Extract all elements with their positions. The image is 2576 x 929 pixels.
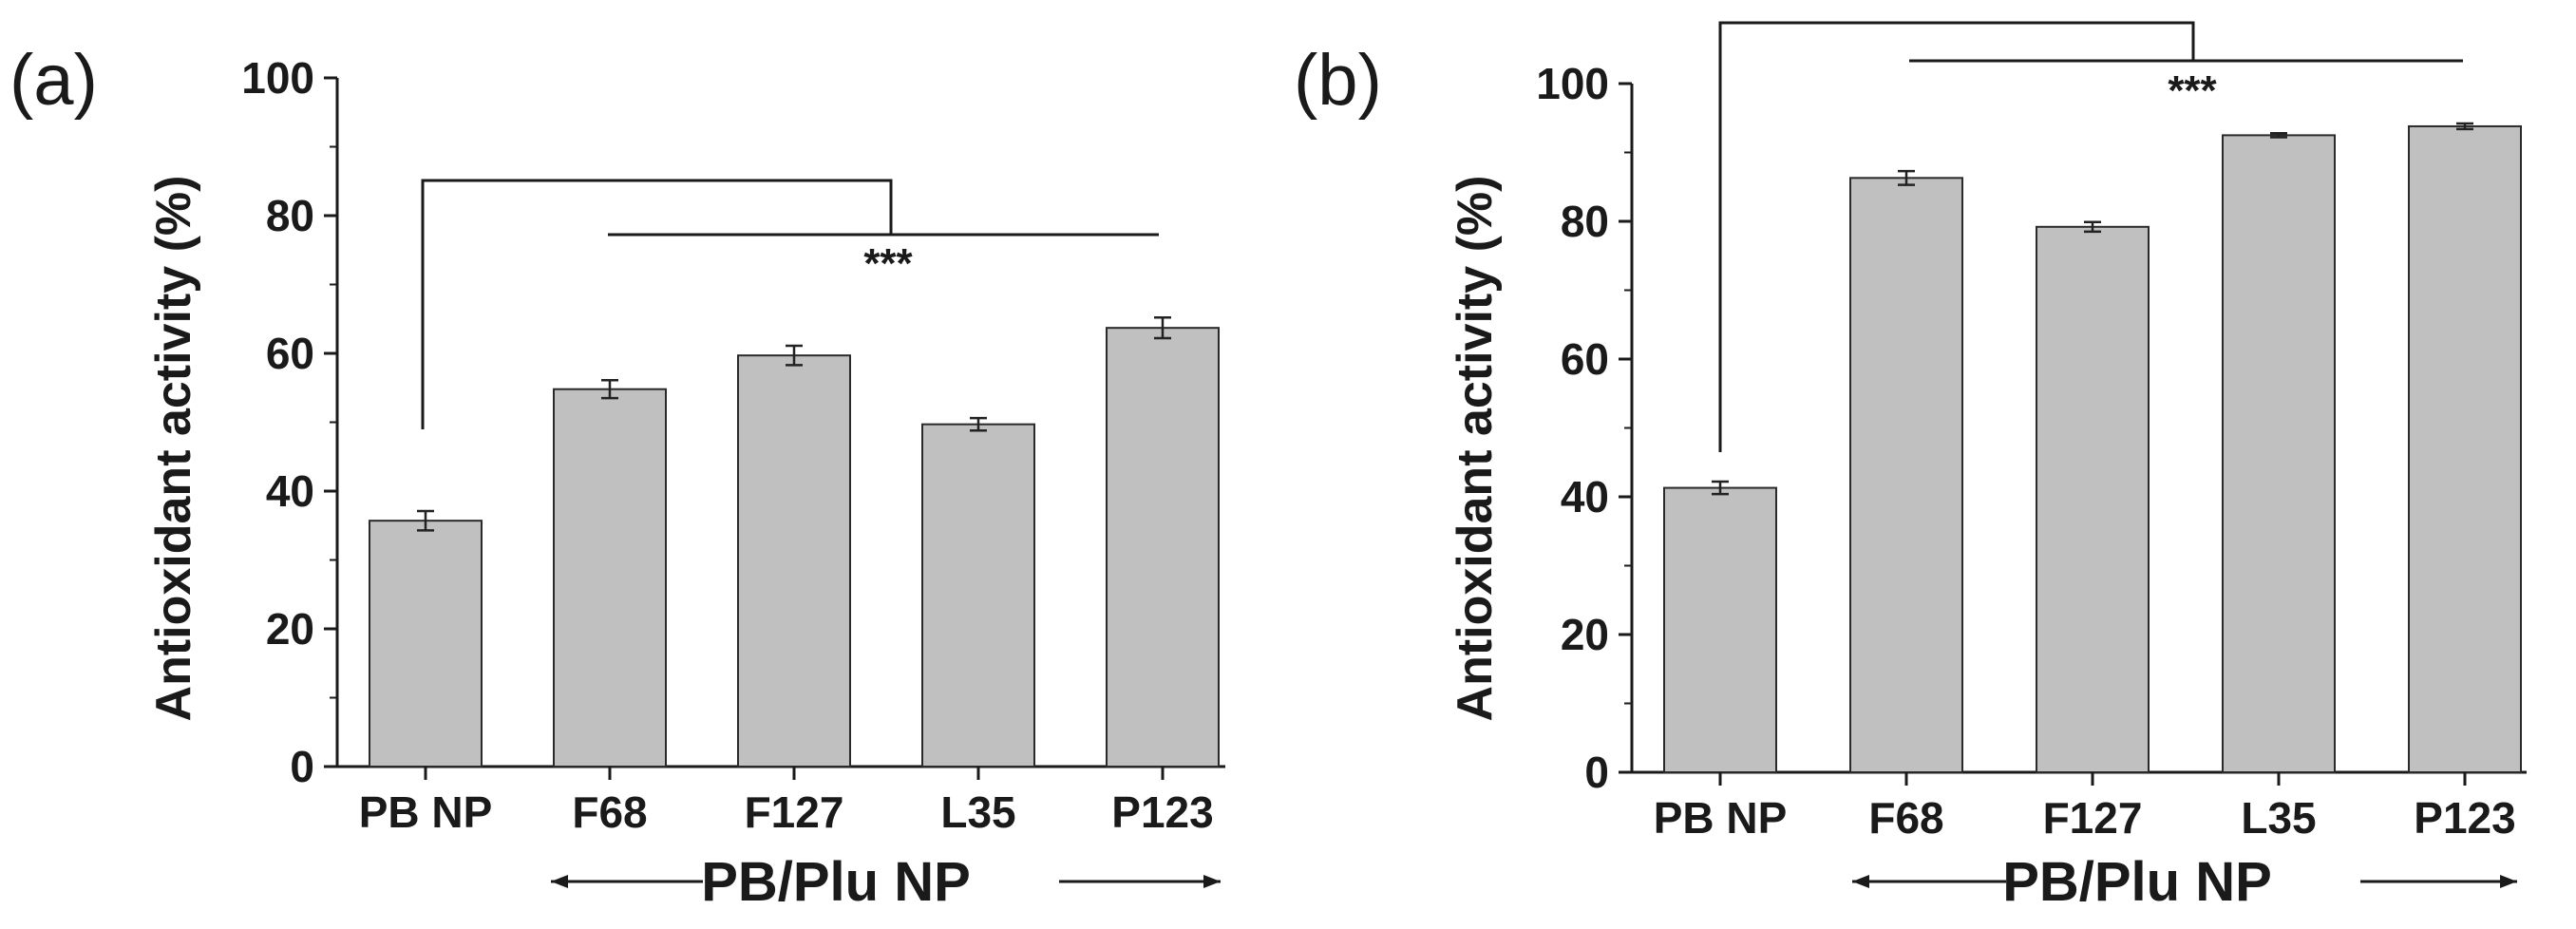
- panel-b-significance-marker: ***: [2168, 67, 2217, 114]
- panel-b-significance-bracket: [1718, 21, 2195, 452]
- panel-b-category-label: L35: [2241, 793, 2316, 843]
- panel-a-bar: [1106, 327, 1220, 768]
- panel-b-bar: [1849, 177, 1963, 773]
- panel-a-bar: [369, 520, 483, 768]
- panel-a-y-tick-label: 100: [241, 53, 314, 103]
- panel-b-y-tick-label: 60: [1561, 334, 1609, 384]
- panel-a-significance-marker: ***: [863, 240, 913, 287]
- panel-b-category-label: PB NP: [1654, 793, 1788, 843]
- panel-a-plot-area: 0 20 40 60 80 100 PB NP F68 F127 L35 P123 ***: [241, 53, 1225, 837]
- panel-b-y-tick-label: 100: [1536, 59, 1609, 108]
- panel-b-y-tick-label: 40: [1561, 472, 1609, 521]
- panel-b-y-tick-label: 0: [1584, 748, 1609, 797]
- panel-a-category-label: P123: [1111, 787, 1213, 837]
- panel-b-category-label: F127: [2043, 793, 2143, 843]
- panel-b-bar: [2408, 124, 2522, 773]
- panel-a-category-label: L35: [940, 787, 1015, 837]
- panel-a-category-label: PB NP: [359, 787, 493, 837]
- panel-b-category-label: F68: [1868, 793, 1943, 843]
- panel-a-y-tick-label: 40: [266, 466, 314, 516]
- panel-a-category-label: F127: [745, 787, 844, 837]
- panel-b-category-label: P123: [2414, 793, 2515, 843]
- panel-a-y-tick-label: 60: [266, 329, 314, 378]
- panel-b-group-arrow-right: [2360, 875, 2517, 888]
- panel-a-bar: [921, 423, 1035, 768]
- panel-a-y-axis-title: Antioxidant activity (%): [146, 176, 201, 722]
- panel-b-group-arrow-left: [1852, 875, 2006, 888]
- panel-a-bar: [553, 388, 667, 768]
- panel-a-chart: (a) Antioxidant activity (%) PB/Plu NP 0…: [9, 40, 1225, 913]
- panel-b-group-label: PB/Plu NP: [2002, 851, 2272, 913]
- panel-a-group-label: PB/Plu NP: [701, 851, 971, 913]
- panel-a-y-tick-label: 20: [266, 604, 314, 654]
- panel-b-y-tick-label: 20: [1561, 610, 1609, 659]
- panel-b-bar: [2036, 225, 2150, 774]
- panel-b-plot-area: 0 20 40 60 80 100 PB NP F68 F127 L35 P123 ***: [1536, 21, 2527, 843]
- panel-b-chart: (b) Antioxidant activity (%) PB/Plu NP 0…: [1294, 21, 2527, 913]
- panel-a-group-arrow-left: [551, 875, 703, 888]
- panel-b-y-tick-label: 80: [1561, 197, 1609, 246]
- panel-a-y-tick-label: 80: [266, 191, 314, 240]
- panel-b-label: (b): [1294, 40, 1382, 121]
- panel-a-label: (a): [9, 40, 98, 121]
- panel-b-y-axis-title: Antioxidant activity (%): [1448, 176, 1503, 722]
- panel-b-bar: [1663, 486, 1777, 773]
- panel-a-group-arrow-right: [1059, 875, 1221, 888]
- panel-a-y-tick-label: 0: [290, 742, 314, 791]
- panel-a-category-label: F68: [572, 787, 647, 837]
- panel-b-bar: [2222, 134, 2336, 773]
- panel-a-significance-bracket: [421, 179, 893, 429]
- panel-a-bar: [737, 354, 851, 768]
